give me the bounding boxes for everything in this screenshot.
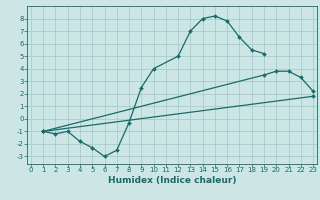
X-axis label: Humidex (Indice chaleur): Humidex (Indice chaleur) (108, 176, 236, 185)
